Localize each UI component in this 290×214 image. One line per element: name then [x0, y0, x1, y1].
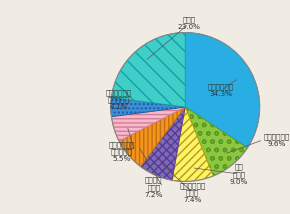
- Wedge shape: [141, 107, 185, 180]
- Wedge shape: [111, 107, 185, 141]
- Text: 医療福祉
関係者
7.2%: 医療福祉 関係者 7.2%: [144, 177, 163, 198]
- Text: 地方公共団体
関係者
7.4%: 地方公共団体 関係者 7.4%: [180, 182, 206, 203]
- Text: 交通安全活動
団体関係者
4.1%: 交通安全活動 団体関係者 4.1%: [105, 89, 132, 110]
- Wedge shape: [111, 98, 185, 117]
- Wedge shape: [172, 107, 213, 181]
- Text: 教育
関係者
9.0%: 教育 関係者 9.0%: [230, 163, 248, 185]
- Wedge shape: [119, 107, 185, 166]
- Text: 自治会関係者
9.6%: 自治会関係者 9.6%: [263, 133, 290, 147]
- Wedge shape: [111, 33, 185, 107]
- Wedge shape: [185, 33, 260, 148]
- Text: 管内事業者等
34.3%: 管内事業者等 34.3%: [208, 84, 234, 97]
- Text: 地域防犯活動
団体関係者
5.5%: 地域防犯活動 団体関係者 5.5%: [108, 141, 135, 162]
- Text: その他
23.0%: その他 23.0%: [177, 17, 200, 30]
- Wedge shape: [185, 107, 247, 176]
